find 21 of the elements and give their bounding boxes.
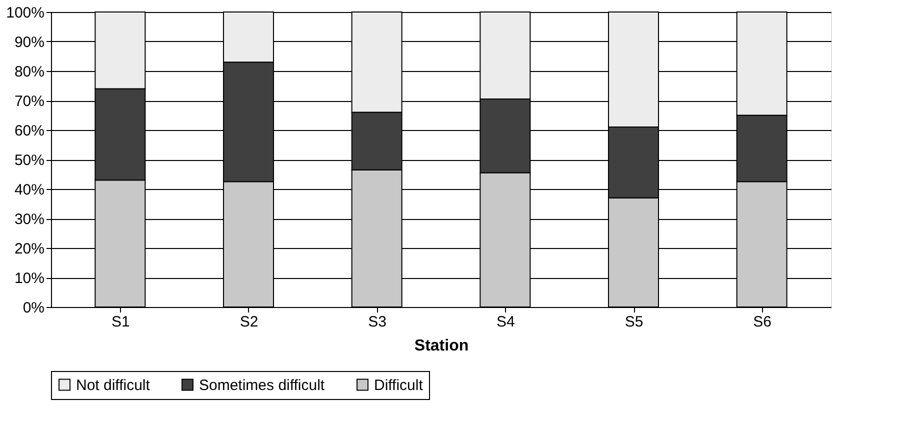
x-axis-title: Station — [414, 338, 469, 354]
x-tick-label: S6 — [753, 314, 772, 330]
y-tick-label: 10% — [14, 270, 44, 287]
y-tick-label: 90% — [14, 34, 44, 51]
x-tick-label: S3 — [368, 314, 387, 330]
y-tick-label: 60% — [14, 122, 44, 140]
legend-label: Not difficult — [76, 376, 151, 394]
x-tick-label: S4 — [496, 314, 515, 330]
y-tick-label: 80% — [14, 64, 44, 80]
y-tick-label: 50% — [14, 152, 44, 169]
legend-label: Sometimes difficult — [199, 376, 326, 394]
legend-label: Difficult — [374, 376, 424, 394]
x-tick-label: S1 — [111, 314, 130, 330]
y-tick-label: 30% — [14, 211, 44, 228]
y-tick-label: 20% — [14, 240, 44, 258]
y-tick-label: 0% — [22, 300, 44, 316]
y-tick-label: 40% — [14, 182, 44, 198]
x-tick-label: S2 — [240, 314, 258, 330]
y-tick-label: 70% — [14, 93, 44, 110]
y-tick-label: 100% — [6, 4, 44, 22]
x-tick-label: S5 — [624, 314, 644, 330]
